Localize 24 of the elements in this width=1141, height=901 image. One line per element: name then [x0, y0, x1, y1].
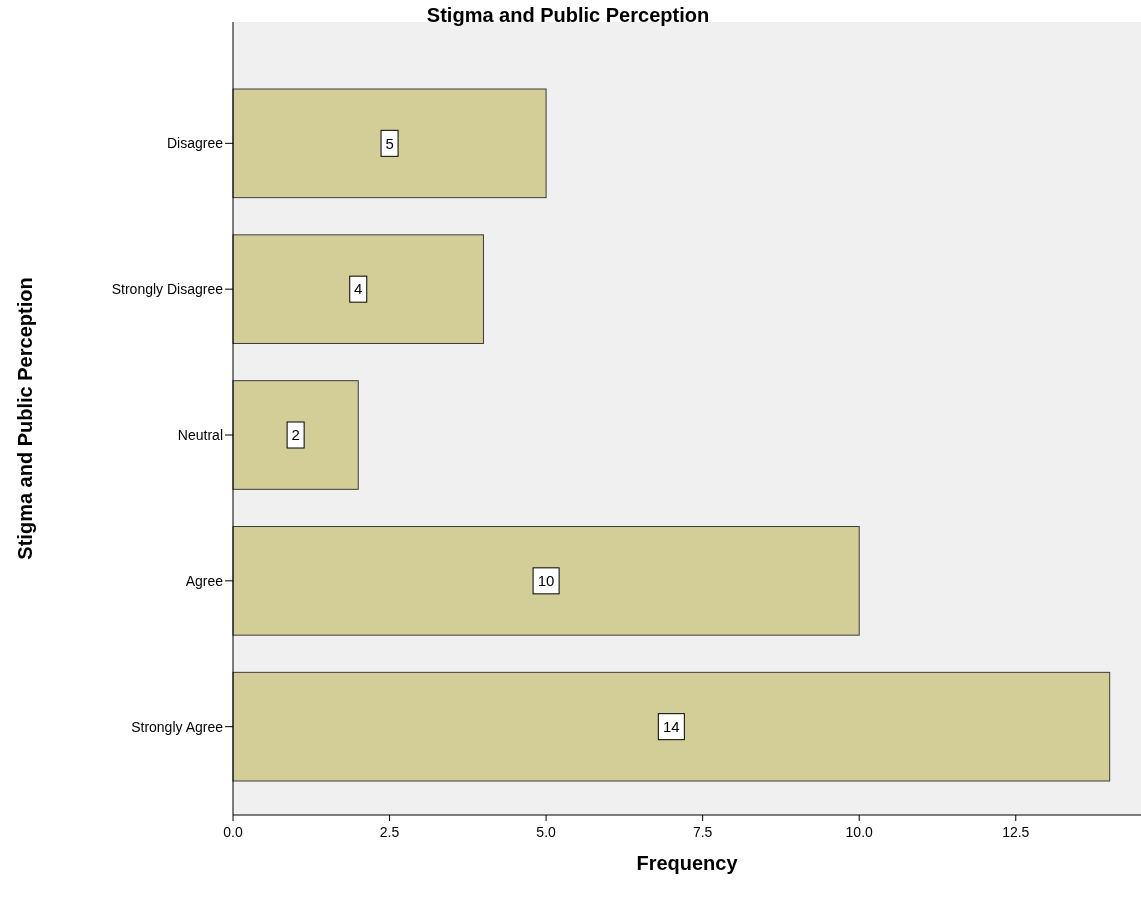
bar — [232, 88, 547, 199]
data-label: 14 — [663, 717, 680, 735]
x-tick-label: 2.5 — [379, 824, 400, 840]
data-label: 5 — [385, 134, 394, 152]
bar — [232, 234, 484, 344]
bar — [232, 380, 359, 490]
y-tick-label: Agree — [185, 572, 224, 589]
x-axis-title: Frequency — [636, 852, 739, 874]
y-tick-label: Strongly Disagree — [111, 281, 224, 298]
y-tick-label: Strongly Agree — [131, 718, 224, 735]
x-tick-label: 7.5 — [692, 824, 713, 840]
data-label: 2 — [291, 426, 300, 444]
y-axis-title: Stigma and Public Perception — [14, 277, 36, 560]
x-tick-label: 12.5 — [1002, 824, 1030, 840]
chart-title: Stigma and Public Perception — [426, 4, 710, 26]
data-label: 10 — [537, 572, 555, 590]
data-label: 4 — [354, 280, 363, 298]
x-tick-label: 10.0 — [845, 824, 874, 840]
y-tick-label: Neutral — [177, 426, 223, 443]
x-tick-label: 5.0 — [536, 824, 557, 840]
bar — [232, 526, 860, 636]
x-tick-label: 0.0 — [223, 824, 243, 840]
bar — [232, 671, 1111, 782]
y-tick-label: Disagree — [166, 135, 224, 152]
